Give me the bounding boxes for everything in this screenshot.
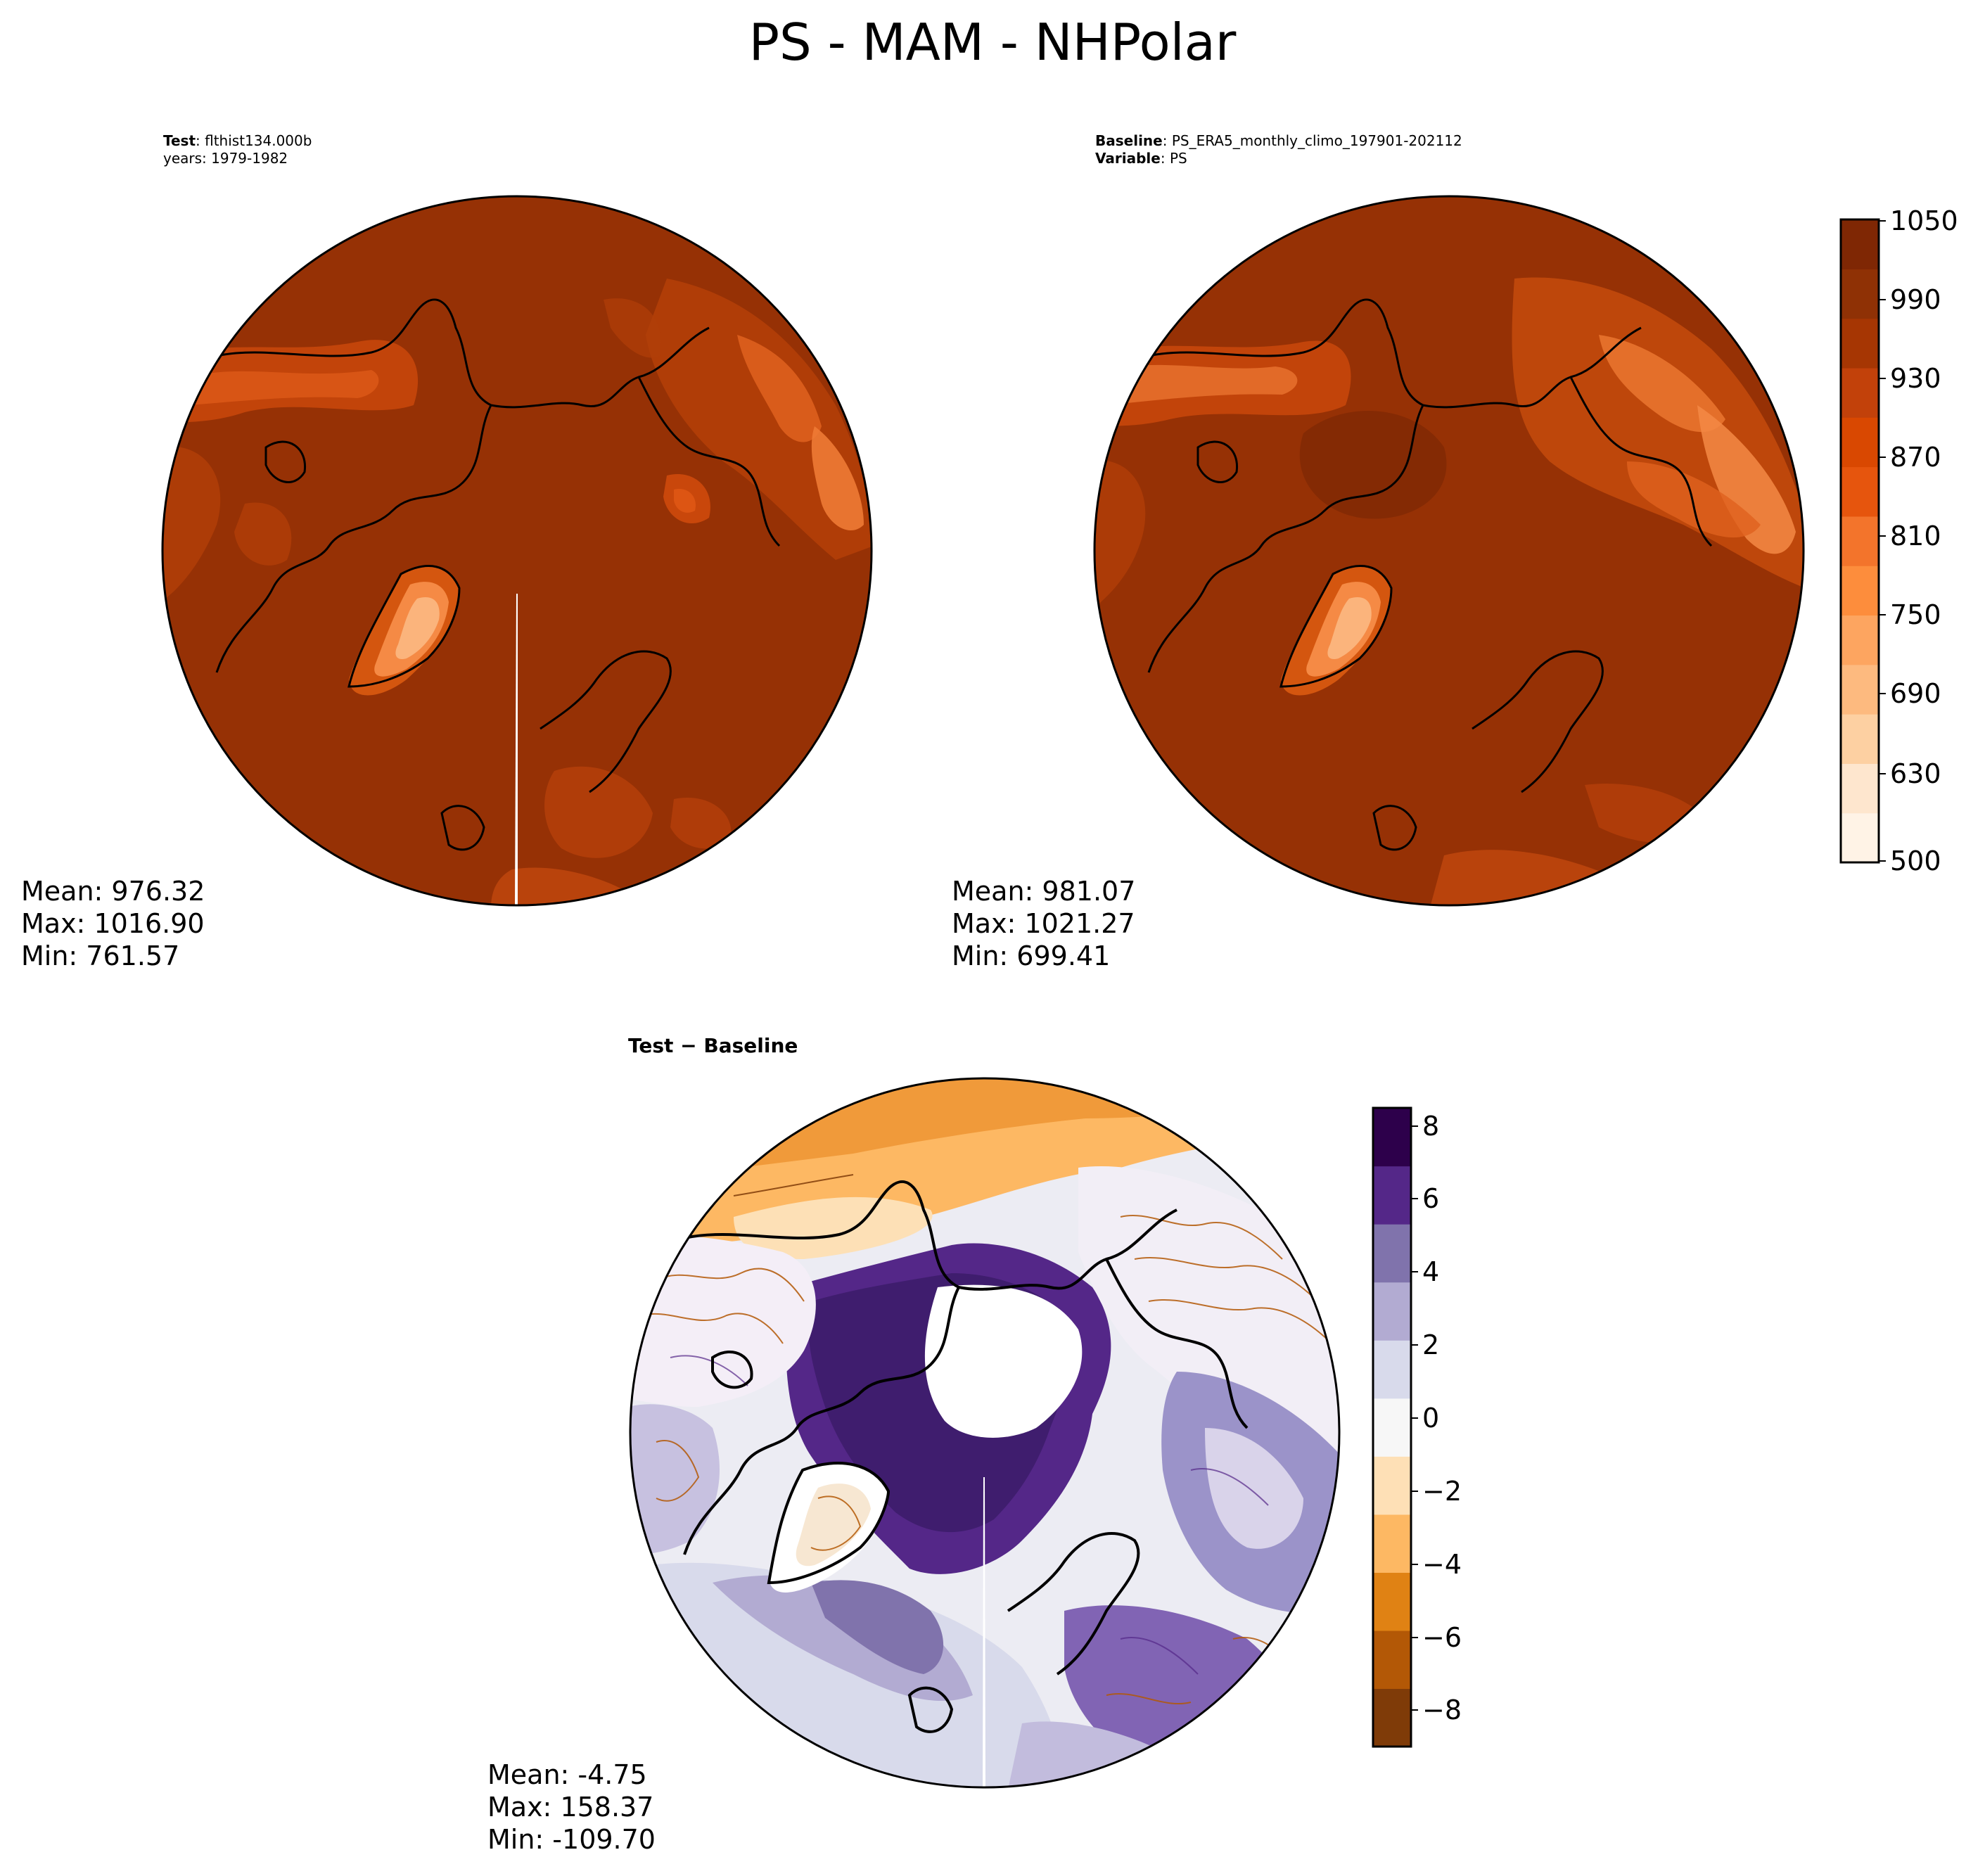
baseline-mean: Mean: 981.07	[952, 876, 1136, 907]
baseline-stats: Mean: 981.07 Max: 1021.27 Min: 699.41	[952, 875, 1135, 972]
colorbar-top-tick-label: 750	[1890, 599, 1941, 630]
colorbar-top-band	[1841, 269, 1879, 319]
colorbar-diff-tick-label: 2	[1422, 1329, 1439, 1360]
colorbar-diff-band	[1373, 1166, 1411, 1225]
test-label-key: Test	[163, 132, 196, 149]
colorbar-diff-tick-label: 0	[1422, 1403, 1439, 1434]
diff-label: Test − Baseline	[628, 1034, 798, 1057]
colorbar-diff-ticks: 8 6 4 2 0 −2 −4 −6 −8	[1411, 1111, 1462, 1725]
colorbar-top-band	[1841, 664, 1879, 715]
colorbar-top-tick-label: 990	[1890, 284, 1941, 315]
colorbar-top-ticks: 1050 990 930 870 810 750 690 630 500	[1879, 205, 1958, 876]
test-min: Min: 761.57	[21, 940, 180, 971]
colorbar-diff-tick-label: 8	[1422, 1111, 1439, 1142]
figure-title: PS - MAM - NHPolar	[748, 13, 1237, 72]
colorbar-top-band	[1841, 615, 1879, 665]
colorbar-diff-band	[1373, 1108, 1411, 1167]
colorbar-diff-tick-label: −4	[1422, 1549, 1462, 1580]
colorbar-top: 1050 990 930 870 810 750 690 630 500	[1839, 205, 1958, 876]
baseline-variable: Variable: PS	[1095, 150, 1187, 167]
colorbar-diff-tick-label: 4	[1422, 1256, 1439, 1287]
colorbar-top-tick-label: 690	[1890, 678, 1941, 709]
colorbar-top-tick-label: 810	[1890, 521, 1941, 551]
colorbar-top-band	[1841, 566, 1879, 616]
colorbar-diff-tick-label: −6	[1422, 1622, 1462, 1653]
colorbar-diff-band	[1373, 1398, 1411, 1457]
colorbar-top-tick-label: 870	[1890, 442, 1941, 473]
colorbar-top-band	[1841, 812, 1879, 863]
colorbar-top-band	[1841, 219, 1879, 269]
colorbar-diff-band	[1373, 1514, 1411, 1573]
colorbar-top-band	[1841, 714, 1879, 764]
colorbar-diff-band	[1373, 1340, 1411, 1399]
colorbar-top-band	[1841, 516, 1879, 566]
test-stats: Mean: 976.32 Max: 1016.90 Min: 761.57	[21, 875, 205, 972]
colorbar-diff-bands	[1373, 1108, 1411, 1747]
colorbar-diff-band	[1373, 1688, 1411, 1747]
test-label-value: : flthist134.000b	[196, 132, 312, 149]
baseline-label-value: : PS_ERA5_monthly_climo_197901-202112	[1162, 132, 1462, 149]
test-label: Test: flthist134.000b	[163, 132, 312, 150]
colorbar-top-band	[1841, 763, 1879, 814]
colorbar-diff-band	[1373, 1224, 1411, 1283]
colorbar-top-tick-label: 930	[1890, 363, 1941, 394]
baseline-max: Max: 1021.27	[952, 908, 1135, 939]
diff-stats: Mean: -4.75 Max: 158.37 Min: -109.70	[487, 1759, 656, 1856]
colorbar-top-band	[1841, 318, 1879, 369]
baseline-variable-value: : PS	[1160, 150, 1187, 167]
colorbar-top-tick-label: 500	[1890, 846, 1941, 876]
colorbar-top-frame	[1839, 218, 1880, 864]
baseline-variable-key: Variable	[1095, 150, 1161, 167]
colorbar-top-tick-label: 1050	[1890, 205, 1958, 236]
test-mean: Mean: 976.32	[21, 876, 205, 907]
colorbar-top-band	[1841, 466, 1879, 517]
test-years: years: 1979-1982	[163, 150, 288, 167]
baseline-min: Min: 699.41	[952, 940, 1111, 971]
colorbar-diff-band	[1373, 1630, 1411, 1690]
diff-min: Min: -109.70	[487, 1824, 656, 1855]
colorbar-diff-band	[1373, 1572, 1411, 1631]
colorbar-diff-frame	[1372, 1106, 1412, 1748]
baseline-label-key: Baseline	[1095, 132, 1163, 149]
test-map	[161, 195, 873, 907]
colorbar-diff-tick-label: 6	[1422, 1183, 1439, 1214]
colorbar-diff-tick-label: −8	[1422, 1695, 1462, 1725]
baseline-label: Baseline: PS_ERA5_monthly_climo_197901-2…	[1095, 132, 1462, 150]
colorbar-diff: 8 6 4 2 0 −2 −4 −6 −8	[1372, 1106, 1462, 1748]
diff-max: Max: 158.37	[487, 1792, 654, 1823]
diff-map	[629, 1077, 1341, 1789]
colorbar-top-band	[1841, 417, 1879, 468]
test-max: Max: 1016.90	[21, 908, 205, 939]
colorbar-diff-band	[1373, 1456, 1411, 1515]
colorbar-top-band	[1841, 367, 1879, 418]
colorbar-diff-band	[1373, 1282, 1411, 1341]
colorbar-top-bands	[1841, 219, 1879, 863]
colorbar-top-tick-label: 630	[1890, 758, 1941, 789]
diff-mean: Mean: -4.75	[487, 1759, 647, 1790]
baseline-map	[1093, 195, 1805, 907]
colorbar-diff-tick-label: −2	[1422, 1476, 1462, 1507]
